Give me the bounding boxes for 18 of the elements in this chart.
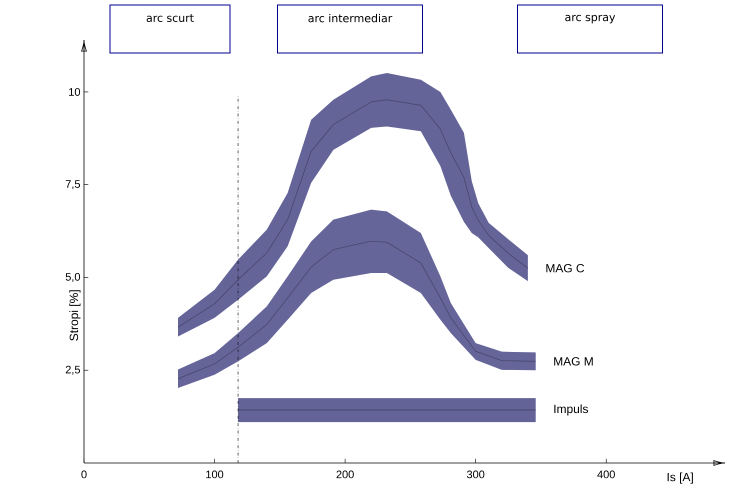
x-tick-label: 0 xyxy=(81,470,87,478)
text: arc spray xyxy=(565,14,616,24)
text: arc intermediar xyxy=(308,14,392,22)
x-tick-label: 100 xyxy=(206,470,224,478)
series-label: Impuls xyxy=(554,404,588,416)
y-tick-label: 10 xyxy=(69,88,80,96)
x-axis-title: Is [A] xyxy=(668,472,693,484)
x-tick-label: 200 xyxy=(336,470,354,478)
text: arc scurt xyxy=(146,14,194,22)
series-label: MAG M xyxy=(554,357,593,366)
line-series xyxy=(178,240,536,380)
series-label: MAG C xyxy=(546,264,584,272)
x-tick-label: 300 xyxy=(466,470,484,478)
y-tick-label: 5,0 xyxy=(66,272,80,282)
y-tick-label: 2,5 xyxy=(66,366,80,375)
y-tick-label: 7,5 xyxy=(66,180,80,190)
x-tick-label: 400 xyxy=(597,470,615,478)
y-axis-title: Stropi [%] xyxy=(69,290,80,341)
